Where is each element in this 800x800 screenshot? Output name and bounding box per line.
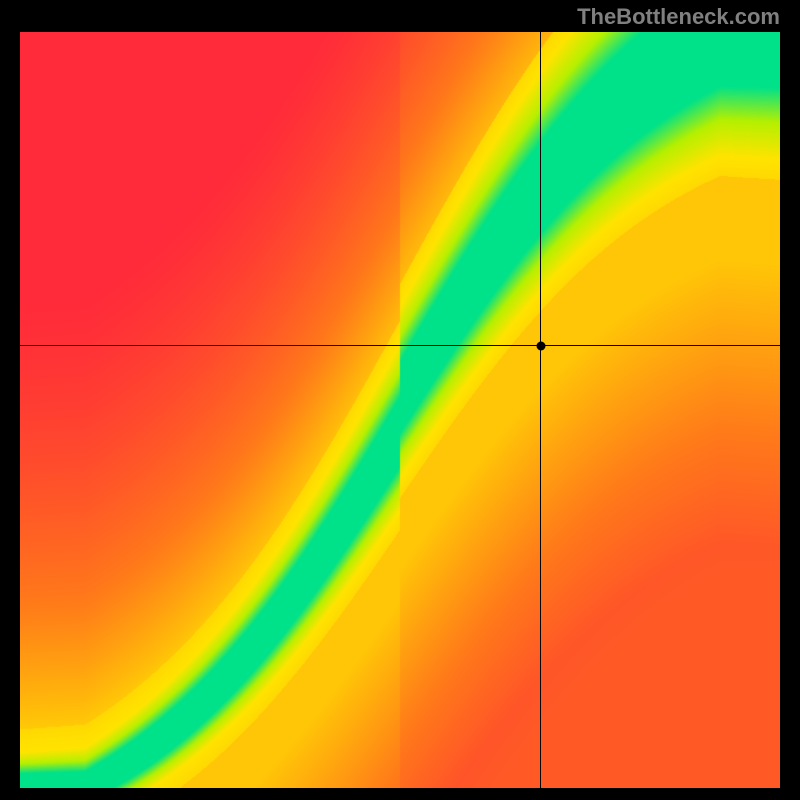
- chart-frame: [20, 32, 780, 788]
- bottleneck-heatmap: [20, 32, 780, 788]
- crosshair-marker: [536, 341, 545, 350]
- crosshair-vertical: [540, 32, 541, 788]
- watermark-label: TheBottleneck.com: [577, 4, 780, 30]
- crosshair-horizontal: [20, 345, 780, 346]
